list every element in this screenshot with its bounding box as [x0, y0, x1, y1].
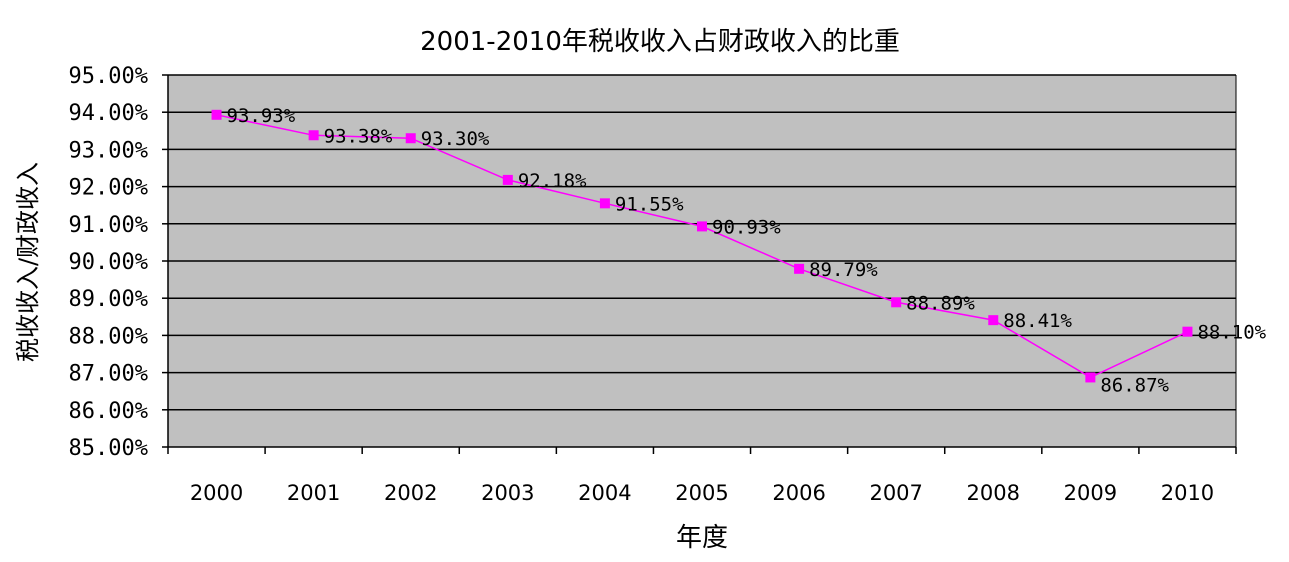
y-tick-label: 92.00%	[69, 176, 148, 201]
y-tick-labels: 85.00% 86.00% 87.00% 88.00% 89.00% 90.00% 91.0…	[69, 64, 148, 461]
gridlines	[162, 74, 1236, 448]
x-tick-labels: 2000 2001 2002 2003 2004 2005 2006 2007 2008 2009…	[190, 481, 1214, 505]
data-label: 86.87%	[1100, 374, 1169, 396]
data-point	[405, 133, 416, 144]
x-tick-label: 2003	[481, 481, 534, 505]
data-point	[211, 109, 222, 120]
data-label: 89.79%	[809, 259, 878, 281]
x-tick-label: 2002	[384, 481, 437, 505]
y-tick-label: 87.00%	[69, 362, 148, 387]
x-tick-label: 2000	[190, 481, 243, 505]
y-tick-label: 88.00%	[69, 324, 148, 349]
y-tick-label: 86.00%	[69, 399, 148, 424]
x-tick-label: 2009	[1064, 481, 1117, 505]
data-point	[308, 130, 319, 141]
data-point	[697, 221, 707, 232]
data-label: 93.30%	[421, 128, 490, 150]
data-point	[502, 174, 513, 185]
data-point	[988, 315, 999, 326]
data-label: 88.89%	[906, 292, 975, 314]
data-point	[1182, 326, 1193, 337]
data-label: 88.41%	[1003, 310, 1072, 332]
y-tick-label: 85.00%	[69, 436, 148, 461]
x-axis-label: 年度	[676, 523, 728, 553]
data-label: 93.93%	[227, 105, 296, 127]
data-label: 90.93%	[712, 216, 781, 238]
y-tick-label: 89.00%	[69, 287, 148, 312]
y-tick-label: 90.00%	[69, 250, 148, 275]
data-label: 91.55%	[615, 193, 684, 215]
data-point	[599, 198, 610, 209]
y-tick-label: 91.00%	[69, 213, 148, 238]
data-point	[1085, 372, 1096, 383]
y-axis-label: 税收收入/财政收入	[14, 162, 42, 362]
y-tick-label: 95.00%	[69, 64, 148, 89]
data-point	[794, 263, 805, 274]
y-tick-label: 93.00%	[69, 138, 148, 163]
plot-area: 93.93% 93.38% 93.30% 92.18% 91.55% 90.93% 89.7…	[162, 74, 1267, 454]
x-tick-label: 2010	[1161, 481, 1214, 505]
data-labels: 93.93% 93.38% 93.30% 92.18% 91.55% 90.93% 89.7…	[227, 105, 1267, 397]
data-label: 92.18%	[518, 170, 587, 192]
data-label: 88.10%	[1197, 322, 1266, 344]
x-tick-label: 2001	[287, 481, 340, 505]
chart-title: 2001-2010年税收收入占财政收入的比重	[420, 27, 900, 57]
x-tick-label: 2008	[967, 481, 1020, 505]
data-label: 93.38%	[324, 125, 393, 147]
series-line-group	[211, 109, 1193, 383]
data-point	[891, 297, 902, 308]
axes	[167, 75, 1237, 454]
x-tick-label: 2006	[772, 481, 825, 505]
y-tick-label: 94.00%	[69, 101, 148, 126]
x-tick-label: 2007	[869, 481, 922, 505]
x-tick-label: 2005	[675, 481, 728, 505]
x-tick-label: 2004	[578, 481, 631, 505]
